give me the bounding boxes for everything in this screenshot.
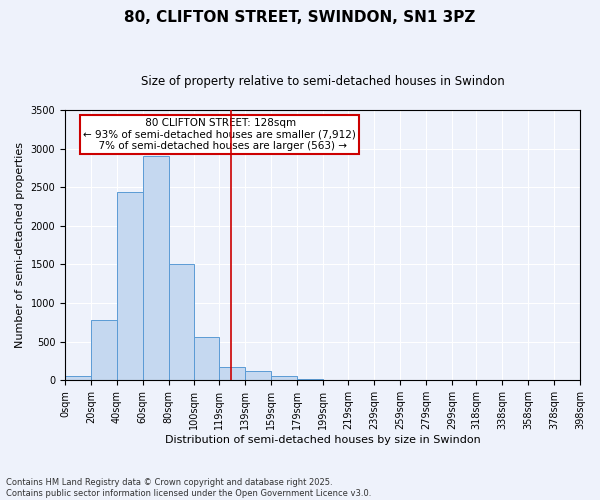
Bar bbox=[296, 379, 323, 380]
Bar bbox=[117, 192, 143, 380]
Bar bbox=[245, 372, 271, 380]
Text: 80 CLIFTON STREET: 128sqm
← 93% of semi-detached houses are smaller (7,912)
  7%: 80 CLIFTON STREET: 128sqm ← 93% of semi-… bbox=[83, 118, 356, 152]
Text: 80, CLIFTON STREET, SWINDON, SN1 3PZ: 80, CLIFTON STREET, SWINDON, SN1 3PZ bbox=[124, 10, 476, 25]
Bar bbox=[169, 264, 194, 380]
Bar bbox=[91, 320, 117, 380]
Bar bbox=[194, 338, 219, 380]
Bar bbox=[219, 367, 245, 380]
Text: Contains HM Land Registry data © Crown copyright and database right 2025.
Contai: Contains HM Land Registry data © Crown c… bbox=[6, 478, 371, 498]
Bar bbox=[143, 156, 169, 380]
Bar bbox=[271, 376, 296, 380]
Y-axis label: Number of semi-detached properties: Number of semi-detached properties bbox=[15, 142, 25, 348]
X-axis label: Distribution of semi-detached houses by size in Swindon: Distribution of semi-detached houses by … bbox=[164, 435, 481, 445]
Bar bbox=[65, 376, 91, 380]
Title: Size of property relative to semi-detached houses in Swindon: Size of property relative to semi-detach… bbox=[140, 75, 505, 88]
